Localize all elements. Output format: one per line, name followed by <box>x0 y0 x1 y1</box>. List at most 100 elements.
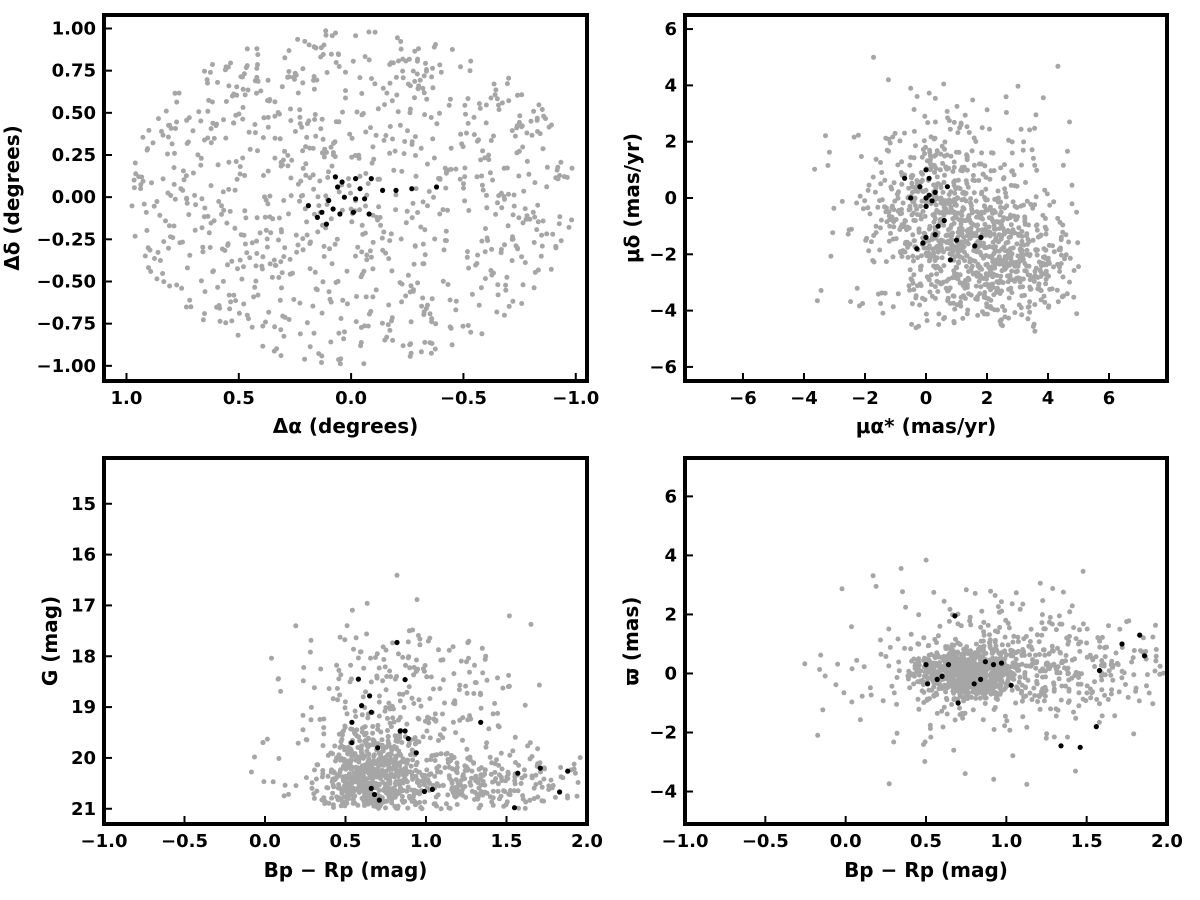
sky-point-field <box>234 84 240 90</box>
cmd-point-field <box>389 800 395 806</box>
cmd-point-field <box>364 600 370 606</box>
sky-point-field <box>449 47 455 52</box>
sky-point-field <box>404 208 410 214</box>
pm-point-field <box>970 271 976 277</box>
plx-point-field <box>1153 653 1159 659</box>
pm-point-field <box>906 283 912 289</box>
plx-point-field <box>1152 668 1158 674</box>
plx-point-field <box>1056 613 1062 619</box>
cmd-point-field <box>471 691 477 696</box>
cmd-point-field <box>352 708 358 714</box>
cmd-point-field <box>358 749 364 755</box>
plx-point-field <box>1005 678 1011 684</box>
cmd-point-field <box>528 621 534 627</box>
sky-point-field <box>304 232 310 238</box>
pm-point-field <box>981 294 987 300</box>
plx-point-field <box>944 656 950 662</box>
pm-point-field <box>1006 295 1012 301</box>
sky-point-field <box>229 258 235 264</box>
cmd-point-field <box>427 696 433 702</box>
plx-point-field <box>959 668 965 674</box>
sky-point-field <box>343 88 348 94</box>
pm-point-field <box>968 200 974 206</box>
pm-point-field <box>1015 262 1021 268</box>
sky-point-field <box>499 100 505 106</box>
pm-point-field <box>978 252 984 258</box>
sky-point-field <box>486 152 492 158</box>
sky-point-field <box>202 311 207 317</box>
pm-point-field <box>951 209 957 215</box>
pm-point-field <box>1022 216 1028 221</box>
cmd-point-member <box>349 719 355 725</box>
plx-point-field <box>1041 690 1047 696</box>
pm-point-field <box>1055 261 1061 267</box>
cmd-point-field <box>529 773 535 779</box>
plx-point-field <box>957 705 962 711</box>
pm-point-field <box>919 253 924 259</box>
plx-point-field <box>1020 601 1026 607</box>
cmd-point-field <box>293 623 299 629</box>
pm-point-field <box>936 280 942 285</box>
cmd-point-member <box>557 789 563 795</box>
sky-point-field <box>498 250 504 256</box>
plx-point-field <box>960 687 966 693</box>
cmd-point-field <box>392 794 398 800</box>
sky-point-field <box>241 264 246 270</box>
pm-point-field <box>1038 297 1044 303</box>
cmd-point-field <box>460 715 466 721</box>
cmd-point-field <box>426 720 432 726</box>
sky-point-field <box>353 319 359 325</box>
cmd-point-field <box>531 785 537 791</box>
pm-point-field <box>971 190 977 196</box>
plx-point-member <box>971 681 977 687</box>
plx-point-field <box>1037 706 1043 712</box>
sky-point-field <box>540 218 546 224</box>
pm-point-field <box>891 224 897 230</box>
sky-point-field <box>418 224 424 230</box>
cmd-point-field <box>326 800 332 806</box>
cmd-point-field <box>497 796 502 802</box>
pm-point-field <box>1027 277 1033 283</box>
pm-point-field <box>1025 316 1031 322</box>
sky-point-field <box>465 120 471 126</box>
pm-point-field <box>992 237 998 243</box>
cmd-point-field <box>375 804 381 810</box>
plx-point-field <box>898 566 904 571</box>
cmd-point-field <box>565 793 570 799</box>
sky-point-field <box>326 169 331 175</box>
sky-point-field <box>289 157 295 163</box>
sky-point-field <box>468 58 474 64</box>
sky-y-tick-label: 0.25 <box>52 145 96 166</box>
pm-point-field <box>818 288 824 293</box>
pm-point-field <box>948 204 954 210</box>
pm-point-field <box>980 309 985 315</box>
sky-point-field <box>300 192 306 198</box>
sky-point-field <box>389 98 395 104</box>
pm-point-field <box>972 178 978 184</box>
pm-point-field <box>1075 240 1081 246</box>
plx-point-field <box>997 685 1003 691</box>
pm-point-field <box>1064 291 1070 297</box>
sky-point-field <box>336 119 342 125</box>
pm-points <box>812 54 1081 334</box>
sky-point-field <box>184 200 190 206</box>
cmd-point-field <box>495 710 501 716</box>
pm-point-member <box>923 203 929 209</box>
cmd-point-field <box>431 801 437 807</box>
cmd-point-field <box>411 787 417 793</box>
cmd-point-field <box>478 765 484 771</box>
plx-point-field <box>915 679 921 685</box>
sky-point-field <box>263 227 269 233</box>
cmd-point-field <box>424 728 430 734</box>
pm-point-field <box>980 171 986 177</box>
sky-point-field <box>339 207 345 213</box>
sky-point-field <box>569 217 575 223</box>
pm-point-field <box>988 282 994 288</box>
pm-point-field <box>975 312 981 318</box>
cmd-point-field <box>449 766 455 772</box>
pm-point-field <box>961 196 967 202</box>
sky-point-field <box>550 231 556 237</box>
cmd-point-field <box>309 785 315 791</box>
cmd-point-field <box>320 743 326 749</box>
cmd-point-field <box>421 668 427 674</box>
